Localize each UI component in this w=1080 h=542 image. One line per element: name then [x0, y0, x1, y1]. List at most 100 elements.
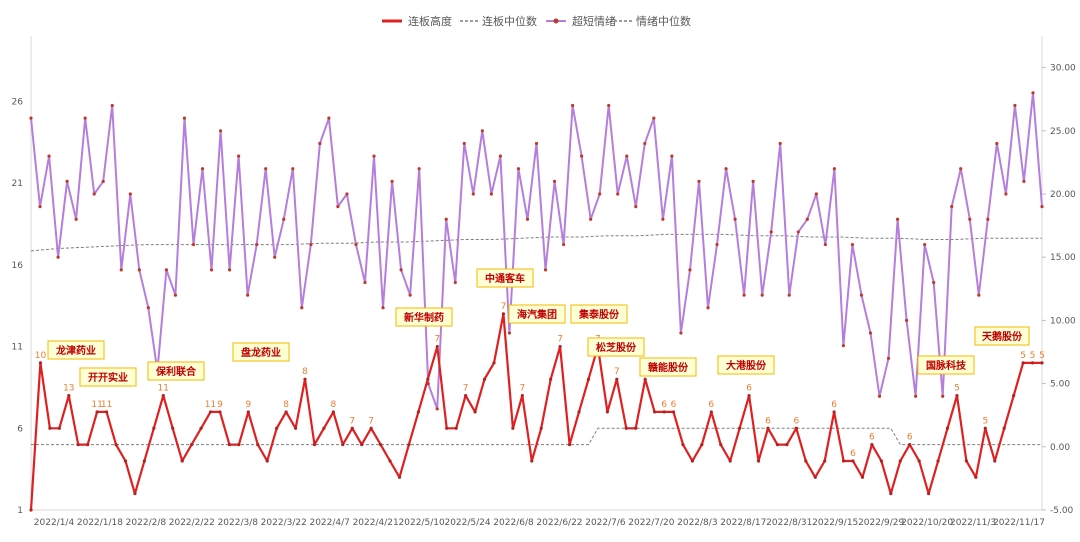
sentiment-point	[552, 179, 557, 183]
sentiment-point	[345, 192, 349, 196]
sentiment-point	[534, 141, 539, 146]
board-height-data-label: 7	[463, 384, 469, 394]
board-height-point	[511, 426, 515, 430]
sentiment-point	[950, 205, 954, 209]
x-tick-label: 2022/11/3	[950, 518, 996, 528]
y-right-tick-label: 30.00	[1050, 64, 1076, 74]
sentiment-point	[697, 179, 701, 183]
y-right-tick-label: 20.00	[1050, 190, 1076, 200]
board-height-point	[218, 410, 222, 414]
sentiment-point	[724, 167, 728, 171]
sentiment-point	[895, 217, 900, 221]
board-height-data-label: 8	[302, 367, 308, 377]
sentiment-point	[832, 167, 836, 171]
stock-callout-box	[570, 304, 628, 324]
sentiment-point	[760, 293, 764, 297]
board-height-point	[1012, 393, 1016, 398]
sentiment-point	[751, 179, 755, 183]
board-height-point	[104, 410, 109, 414]
board-height-data-label: 11	[205, 400, 216, 410]
sentiment-point	[616, 192, 620, 196]
sentiment-point	[119, 268, 123, 272]
board-height-point	[152, 426, 156, 430]
board-height-data-label: 6	[793, 416, 799, 426]
board-height-data-label: 8	[330, 400, 336, 410]
y-right-tick-label: 25.00	[1050, 127, 1076, 137]
sentiment-point	[1040, 205, 1044, 209]
board-height-point	[331, 410, 335, 414]
board-height-point	[501, 312, 506, 316]
x-tick-label: 2022/7/6	[585, 518, 626, 528]
board-height-point	[171, 426, 175, 430]
board-height-point	[539, 426, 543, 430]
board-height-point	[794, 426, 798, 430]
board-height-point	[350, 426, 354, 430]
sentiment-point	[607, 103, 611, 108]
sentiment-point	[74, 217, 78, 221]
sentiment-point	[408, 293, 412, 297]
board-height-point	[161, 393, 165, 398]
sentiment-point	[227, 268, 232, 272]
sentiment-point	[327, 116, 331, 120]
board-height-point	[208, 410, 213, 414]
sentiment-point	[787, 293, 791, 297]
sentiment-point	[516, 167, 521, 171]
board-height-data-label: 7	[557, 335, 563, 345]
board-height-point	[360, 443, 364, 447]
y-right-tick-label: 0.00	[1050, 443, 1070, 453]
board-height-point	[38, 361, 43, 365]
board-height-data-label: 6	[671, 400, 677, 410]
board-height-data-label: 7	[614, 367, 620, 377]
sentiment-point	[318, 141, 322, 146]
y-right-tick-label: 5.00	[1050, 380, 1070, 390]
sentiment-point	[489, 192, 493, 196]
board-height-point	[95, 410, 99, 414]
sentiment-point	[471, 192, 475, 196]
board-height-point	[577, 410, 581, 414]
stock-callout-box	[587, 337, 645, 357]
board-height-data-label: 7	[434, 335, 440, 345]
sentiment-point	[237, 154, 241, 158]
x-tick-label: 2022/6/22	[536, 518, 582, 528]
board-height-point	[738, 426, 742, 430]
sentiment-point	[598, 192, 602, 196]
board-height-data-label: 5	[1039, 351, 1045, 361]
board-height-point	[312, 443, 317, 447]
board-height-point	[67, 393, 71, 398]
board-height-point	[936, 459, 940, 463]
board-height-point	[567, 443, 572, 447]
stock-callout-label: 龙津药业	[55, 344, 96, 357]
board-height-data-label: 11	[91, 400, 102, 410]
board-height-point	[265, 459, 269, 463]
board-height-point	[388, 459, 392, 463]
sentiment-point	[372, 154, 376, 158]
board-height-point	[378, 443, 383, 447]
board-height-data-label: 6	[850, 449, 856, 459]
board-height-point	[407, 443, 411, 447]
board-height-point	[898, 459, 902, 463]
y-left-tick-label: 21	[12, 179, 23, 189]
board-height-point	[804, 459, 808, 463]
x-tick-label: 2022/4/7	[309, 518, 349, 528]
board-height-point	[615, 377, 619, 381]
board-height-point	[586, 377, 591, 381]
board-height-point	[341, 443, 345, 447]
board-height-data-label: 7	[501, 302, 507, 312]
board-height-point	[841, 459, 846, 463]
y-left-tick-label: 26	[12, 97, 24, 107]
stock-callout-label: 国脉科技	[926, 359, 967, 372]
x-tick-label: 2022/9/29	[858, 518, 904, 528]
stock-callout-label: 大港股份	[726, 359, 767, 372]
stock-callout-box	[717, 355, 775, 375]
board-height-data-label: 13	[63, 384, 74, 394]
sentiment-point	[932, 280, 936, 285]
board-height-point	[1002, 426, 1006, 430]
sentiment-point	[733, 217, 737, 221]
board-height-data-label: 5	[1020, 351, 1026, 361]
stock-callout-box	[508, 304, 566, 324]
board-height-point	[29, 508, 33, 512]
sentiment-point	[670, 154, 674, 158]
board-height-point	[473, 410, 477, 414]
board-height-point	[974, 475, 978, 479]
sentiment-point	[652, 116, 656, 120]
